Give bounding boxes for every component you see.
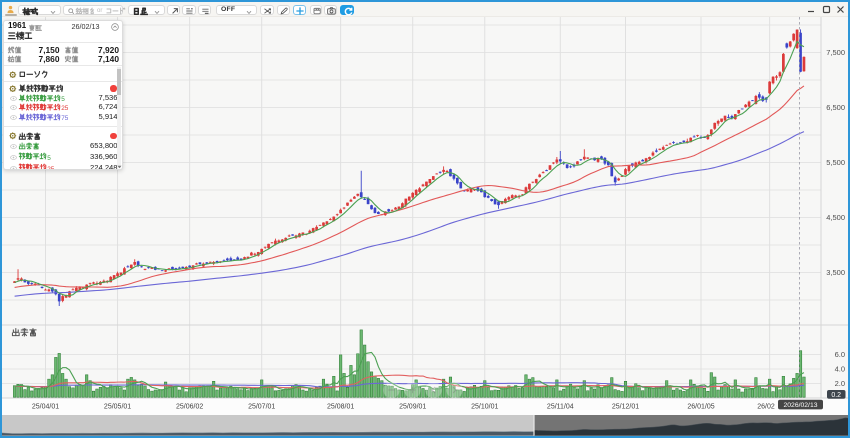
svg-text:6.0: 6.0	[835, 350, 845, 359]
svg-text:25/06/02: 25/06/02	[176, 404, 203, 411]
svg-text:25/07/01: 25/07/01	[248, 404, 275, 411]
svg-text:4.0: 4.0	[835, 365, 845, 374]
svg-text:25/04/01: 25/04/01	[32, 404, 59, 411]
svg-text:2.0: 2.0	[835, 379, 845, 388]
svg-text:4,500: 4,500	[826, 213, 845, 222]
svg-text:25/09/01: 25/09/01	[399, 404, 426, 411]
svg-text:7,500: 7,500	[826, 48, 845, 57]
svg-text:25/08/01: 25/08/01	[327, 404, 354, 411]
svg-text:25/12/01: 25/12/01	[612, 404, 639, 411]
svg-text:5,500: 5,500	[826, 158, 845, 167]
svg-text:25/05/01: 25/05/01	[104, 404, 131, 411]
svg-text:26/01/05: 26/01/05	[687, 404, 714, 411]
svg-text:25/10/01: 25/10/01	[471, 404, 498, 411]
svg-text:2026/02/13: 2026/02/13	[783, 402, 817, 409]
svg-text:6,500: 6,500	[826, 103, 845, 112]
svg-text:25/11/04: 25/11/04	[547, 404, 574, 411]
svg-text:26/02: 26/02	[757, 404, 775, 411]
svg-text:0.2: 0.2	[831, 392, 841, 399]
svg-text:3,500: 3,500	[826, 268, 845, 277]
